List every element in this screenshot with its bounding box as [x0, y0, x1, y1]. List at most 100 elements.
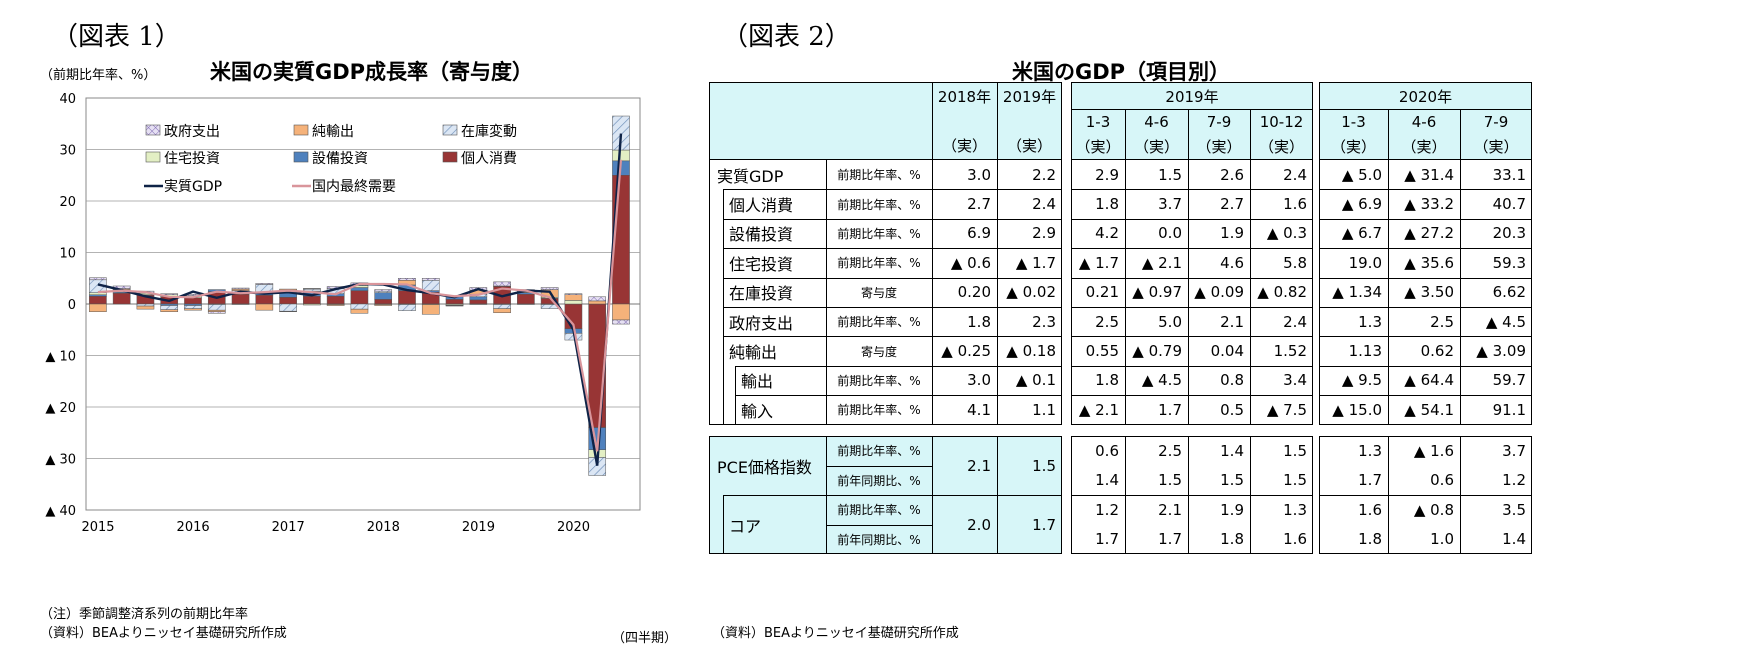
value-cell: 2.4 [1032, 195, 1056, 214]
value-cell: 1.7 [1158, 530, 1182, 549]
bar-segment [469, 296, 488, 301]
table-rule [723, 189, 724, 425]
row-unit: 前年同期比、% [837, 473, 921, 488]
col-header-2018: 2018年 [937, 87, 992, 106]
table-rule [1388, 109, 1389, 160]
legend-label: 国内最終需要 [312, 179, 396, 195]
fig1-x-unit: （四半期） [612, 631, 678, 646]
value-cell: ▲ 1.7 [1078, 253, 1119, 272]
bar-segment [374, 299, 393, 305]
value-cell: ▲ 1.6 [1413, 441, 1454, 460]
table-rule [1071, 365, 1313, 367]
row-label: 個人消費 [729, 196, 794, 216]
value-cell: 1.6 [1358, 500, 1382, 519]
x-tick-label: 2015 [81, 520, 114, 535]
col-header-quarter: 7-9 [1483, 113, 1509, 131]
table-rule [735, 365, 736, 425]
value-cell: 3.0 [967, 165, 991, 184]
fig2-source: （資料）BEAよりニッセイ基礎研究所作成 [712, 626, 959, 641]
table-rule [723, 248, 1062, 250]
bar-segment [612, 149, 630, 162]
value-cell: 1.5 [1158, 471, 1182, 490]
table-rule [1460, 436, 1461, 554]
table-rule [1071, 277, 1313, 279]
bar-segment [374, 292, 393, 300]
table-rule [1071, 307, 1313, 308]
value-cell: ▲ 0.82 [1257, 283, 1307, 302]
value-cell: 3.7 [1502, 441, 1526, 460]
table-rule [1388, 160, 1389, 425]
bar-segment [469, 299, 488, 305]
bar-segment [89, 277, 107, 281]
bar-segment [564, 300, 583, 305]
bar-segment [326, 296, 345, 305]
value-cell: 1.4 [1095, 471, 1119, 490]
value-cell: 1.5 [1283, 441, 1307, 460]
value-cell: 2.5 [1158, 441, 1182, 460]
value-cell: 1.2 [1095, 500, 1119, 519]
legend-label: 個人消費 [461, 151, 517, 167]
bar-segment [184, 308, 202, 311]
bar-segment [469, 303, 488, 305]
table-rule [723, 189, 1062, 191]
value-cell: 1.7 [1095, 530, 1119, 549]
row-label: PCE価格指数 [717, 457, 812, 477]
bar-segment [89, 296, 107, 305]
legend-label: 住宅投資 [164, 151, 220, 167]
value-cell: 0.20 [957, 283, 991, 302]
bar-segment [231, 287, 250, 290]
table-rule [735, 365, 1062, 367]
value-cell: 1.8 [967, 312, 991, 331]
value-cell: 0.21 [1085, 283, 1119, 302]
value-cell: ▲ 0.97 [1132, 283, 1182, 302]
fig2-title: 米国のGDP（項目別） [1012, 60, 1231, 84]
value-cell: ▲ 33.2 [1404, 195, 1454, 214]
table-rule [1460, 160, 1461, 425]
value-cell: 2.4 [1283, 312, 1307, 331]
bar-segment [398, 304, 416, 311]
fig1-label: （図表 1） [52, 22, 181, 52]
value-cell: 2.7 [967, 195, 991, 214]
col-header-actual: （実） [941, 136, 987, 155]
bar-segment [564, 293, 583, 295]
bar-segment [564, 294, 583, 301]
value-cell: 2.6 [1220, 165, 1244, 184]
table-rule [932, 82, 933, 160]
value-cell: 1.4 [1220, 441, 1244, 460]
table-block [1071, 159, 1313, 425]
value-cell: 6.9 [967, 224, 991, 243]
value-cell: 5.8 [1283, 253, 1307, 272]
col-header-2019: 2019年 [1002, 87, 1057, 106]
value-cell: 1.2 [1502, 471, 1526, 490]
row-label: 住宅投資 [729, 254, 794, 274]
bar-segment [374, 304, 393, 306]
table-rule [723, 336, 1062, 338]
bar-segment [398, 290, 416, 305]
table-rule [723, 307, 1062, 308]
bar-segment [540, 287, 559, 290]
col-header-quarter: 1-3 [1085, 113, 1111, 131]
table-rule [1071, 248, 1313, 250]
value-cell: 1.7 [1158, 400, 1182, 419]
value-cell: 3.7 [1158, 195, 1182, 214]
bar-segment [326, 304, 345, 306]
value-cell: ▲ 0.1 [1015, 371, 1056, 390]
y-tick-label: ▲ 20 [45, 401, 76, 416]
value-cell: 1.5 [1283, 471, 1307, 490]
bar-segment [279, 303, 297, 312]
value-cell: ▲ 0.6 [950, 253, 991, 272]
row-unit: 前期比年率、% [837, 403, 921, 418]
bar-segment [445, 305, 464, 307]
fig1-note: （注）季節調整済系列の前期比年率 [40, 607, 249, 622]
table-rule [1460, 109, 1461, 160]
value-cell: ▲ 3.09 [1476, 342, 1526, 361]
row-label: 在庫投資 [729, 284, 794, 304]
bar-segment [445, 299, 464, 305]
legend-label: 在庫変動 [461, 123, 517, 140]
table-block [1071, 82, 1313, 160]
fig1-y-unit: （前期比年率、%） [40, 68, 157, 83]
table-rule [1071, 109, 1313, 110]
bar-segment [136, 303, 155, 307]
fig1-source: （資料）BEAよりニッセイ基礎研究所作成 [40, 626, 287, 641]
value-cell: 59.7 [1492, 371, 1526, 390]
